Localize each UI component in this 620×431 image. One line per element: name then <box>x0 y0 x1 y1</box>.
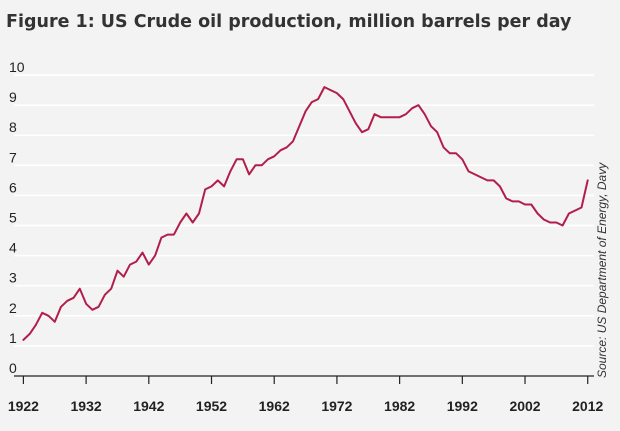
y-tick-label: 7 <box>9 149 17 165</box>
y-tick-label: 10 <box>9 59 25 75</box>
x-tick-label: 1942 <box>133 398 164 414</box>
y-tick-label: 0 <box>9 360 17 376</box>
x-tick-label: 2012 <box>572 398 603 414</box>
y-tick-label: 4 <box>9 240 17 256</box>
production-line <box>22 86 589 341</box>
x-tick-label: 1922 <box>8 398 39 414</box>
chart-title: Figure 1: US Crude oil production, milli… <box>6 12 572 32</box>
y-tick-label: 5 <box>9 210 17 226</box>
y-tick-label: 3 <box>9 270 17 286</box>
x-tick-label: 2002 <box>509 398 540 414</box>
x-tick-label: 1982 <box>384 398 415 414</box>
grid-layer <box>14 74 594 347</box>
y-tick-label: 1 <box>9 330 17 346</box>
y-tick-label: 9 <box>9 89 17 105</box>
x-tick-label: 1932 <box>71 398 102 414</box>
x-tick-label: 1962 <box>259 398 290 414</box>
source-note: Source: US Department of Energy, Davy <box>595 162 609 378</box>
x-tick-label: 1952 <box>196 398 227 414</box>
series-layer <box>22 86 589 341</box>
y-tick-label: 6 <box>9 179 17 195</box>
y-tick-label: 2 <box>9 300 17 316</box>
axis-layer: 0 1 2 3 4 5 6 7 8 9 10 1922 1932 1942 1952 1962 1972 1982… <box>8 59 604 414</box>
y-tick-label: 8 <box>9 119 17 135</box>
x-tick-label: 1972 <box>321 398 352 414</box>
x-tick-label: 1992 <box>447 398 478 414</box>
